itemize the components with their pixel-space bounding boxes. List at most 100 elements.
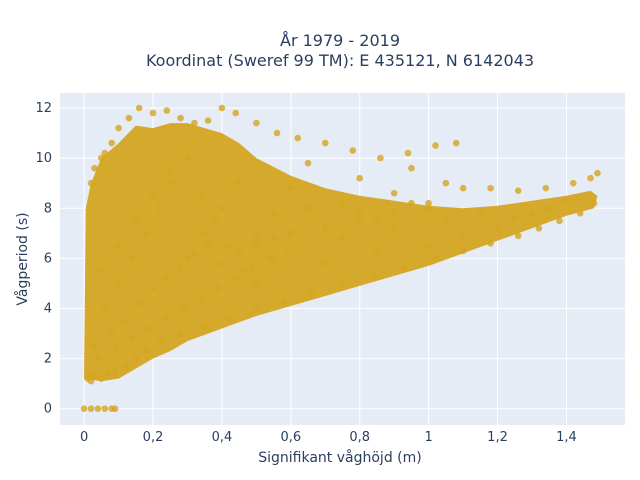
data-point xyxy=(487,240,494,247)
data-point xyxy=(377,154,384,162)
data-point xyxy=(253,280,260,287)
data-point xyxy=(146,325,153,332)
data-point xyxy=(304,205,312,212)
data-point xyxy=(535,225,543,232)
data-point xyxy=(542,184,550,192)
data-point xyxy=(149,192,157,199)
data-point xyxy=(408,164,415,172)
data-point xyxy=(556,217,563,225)
data-point xyxy=(225,242,233,250)
data-point xyxy=(322,222,329,230)
data-point xyxy=(122,362,129,370)
y-tick-label: 12 xyxy=(35,101,52,116)
data-point xyxy=(587,174,594,182)
data-point xyxy=(294,134,302,142)
data-point xyxy=(166,167,174,174)
data-point xyxy=(108,330,115,337)
data-point xyxy=(198,295,205,302)
y-axis-title: Vågperiod (s) xyxy=(14,212,31,305)
data-point xyxy=(545,205,553,212)
data-point xyxy=(204,117,212,124)
x-tick-label: 0,4 xyxy=(212,430,233,445)
data-point xyxy=(218,104,226,112)
data-point xyxy=(356,174,364,182)
data-point xyxy=(339,235,346,242)
data-point xyxy=(115,242,122,250)
point-cloud xyxy=(84,123,598,382)
y-tick-label: 0 xyxy=(44,402,52,417)
data-point xyxy=(91,342,98,350)
data-point xyxy=(98,375,105,382)
x-tick-label: 0,8 xyxy=(349,430,370,445)
data-point xyxy=(390,207,398,215)
data-point xyxy=(225,315,233,322)
data-point xyxy=(459,184,467,192)
data-point xyxy=(111,405,119,413)
data-point xyxy=(108,139,115,147)
data-point xyxy=(201,322,208,330)
y-tick-label: 4 xyxy=(44,301,52,316)
data-point xyxy=(253,305,260,312)
data-point xyxy=(198,192,205,199)
data-point xyxy=(135,300,143,307)
y-tick-label: 10 xyxy=(35,151,52,166)
data-point xyxy=(101,405,109,413)
data-point xyxy=(177,330,184,337)
data-point xyxy=(115,280,122,287)
data-point xyxy=(356,215,364,222)
data-point xyxy=(218,260,226,267)
data-point xyxy=(459,235,467,242)
data-point xyxy=(104,370,112,377)
data-point xyxy=(253,242,260,250)
data-point xyxy=(442,179,450,187)
chart-title: År 1979 - 2019 xyxy=(280,31,400,50)
data-point xyxy=(590,199,598,207)
data-point xyxy=(232,109,239,117)
data-point xyxy=(111,367,119,375)
x-axis-title: Signifikant våghöjd (m) xyxy=(258,449,421,466)
data-point xyxy=(215,285,222,292)
data-point xyxy=(87,377,95,385)
data-point xyxy=(204,240,212,247)
data-point xyxy=(253,119,260,127)
data-point xyxy=(87,179,95,187)
data-point xyxy=(576,210,584,217)
data-point xyxy=(287,184,295,192)
data-point xyxy=(404,149,412,157)
data-point xyxy=(80,405,88,413)
data-point xyxy=(349,147,357,154)
x-tick-label: 0 xyxy=(80,430,88,445)
data-point xyxy=(373,215,381,222)
data-point xyxy=(163,275,171,282)
data-point xyxy=(442,217,450,225)
data-point xyxy=(270,210,277,217)
data-point xyxy=(163,107,171,114)
data-point xyxy=(477,210,484,217)
data-point xyxy=(511,215,519,222)
data-point xyxy=(91,372,98,380)
data-point xyxy=(594,169,601,177)
y-tick-label: 8 xyxy=(44,201,52,216)
data-point xyxy=(287,230,295,237)
data-point xyxy=(94,405,102,413)
data-point xyxy=(184,255,191,262)
data-point xyxy=(280,297,288,305)
data-point xyxy=(132,217,140,225)
data-point xyxy=(322,260,329,267)
x-tick-label: 0,2 xyxy=(143,430,164,445)
data-point xyxy=(452,139,460,147)
data-point xyxy=(432,255,439,262)
data-point xyxy=(339,280,346,287)
data-point xyxy=(177,114,184,122)
data-point xyxy=(308,290,315,297)
data-point xyxy=(432,142,439,149)
data-point xyxy=(184,154,191,162)
point-cloud-body xyxy=(84,123,598,382)
data-point xyxy=(191,119,198,127)
data-point xyxy=(514,232,522,240)
data-point xyxy=(270,235,277,242)
data-point xyxy=(87,405,95,413)
data-point xyxy=(170,179,177,187)
data-point xyxy=(266,255,274,262)
